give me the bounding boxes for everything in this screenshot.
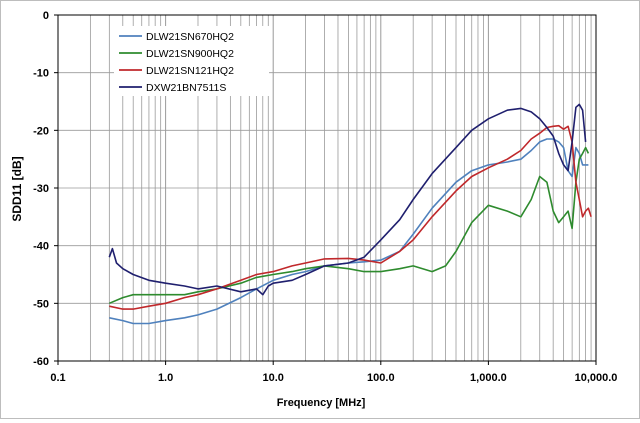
x-tick-label: 1.0 — [158, 372, 173, 384]
y-tick-label: -30 — [33, 183, 49, 195]
legend-label-dlw21sn121hq2: DLW21SN121HQ2 — [146, 65, 234, 77]
y-tick-label: -10 — [33, 68, 49, 80]
series-lines — [108, 103, 592, 325]
x-tick-label: 1,000.0 — [470, 372, 507, 384]
x-axis-title: Frequency [MHz] — [277, 397, 366, 409]
axes: 0 -10 -20 -30 -40 -50 -600.1 1.0 10.0 100.0 1,000.… — [33, 10, 617, 384]
y-tick-label: 0 — [43, 10, 49, 22]
series-line-dxw21bn7511s — [108, 103, 587, 296]
x-tick-label: 100.0 — [367, 372, 395, 384]
legend-label-dxw21bn7511s: DXW21BN7511S — [146, 82, 226, 94]
legend: DLW21SN670HQ2 DLW21SN900HQ2 DLW21SN121HQ2 D… — [114, 26, 269, 96]
legend-label-dlw21sn900hq2: DLW21SN900HQ2 — [146, 48, 234, 60]
legend-box — [114, 26, 269, 96]
y-tick-label: -50 — [33, 298, 49, 310]
y-axis-title: SDD11 [dB] — [10, 156, 24, 221]
y-tick-label: -20 — [33, 125, 49, 137]
x-tick-label: 10.0 — [262, 372, 283, 384]
legend-label-dlw21sn670hq2: DLW21SN670HQ2 — [146, 31, 234, 43]
series-line-dlw21sn670hq2 — [109, 138, 589, 325]
x-tick-label: 10,000.0 — [575, 372, 618, 384]
plot-area-border — [57, 14, 597, 362]
y-tick-label: -60 — [33, 356, 49, 368]
x-tick-label: 0.1 — [50, 372, 65, 384]
series-line-dlw21sn121hq2 — [109, 124, 592, 310]
series-line-dlw21sn900hq2 — [108, 146, 590, 305]
y-tick-label: -40 — [33, 241, 49, 253]
